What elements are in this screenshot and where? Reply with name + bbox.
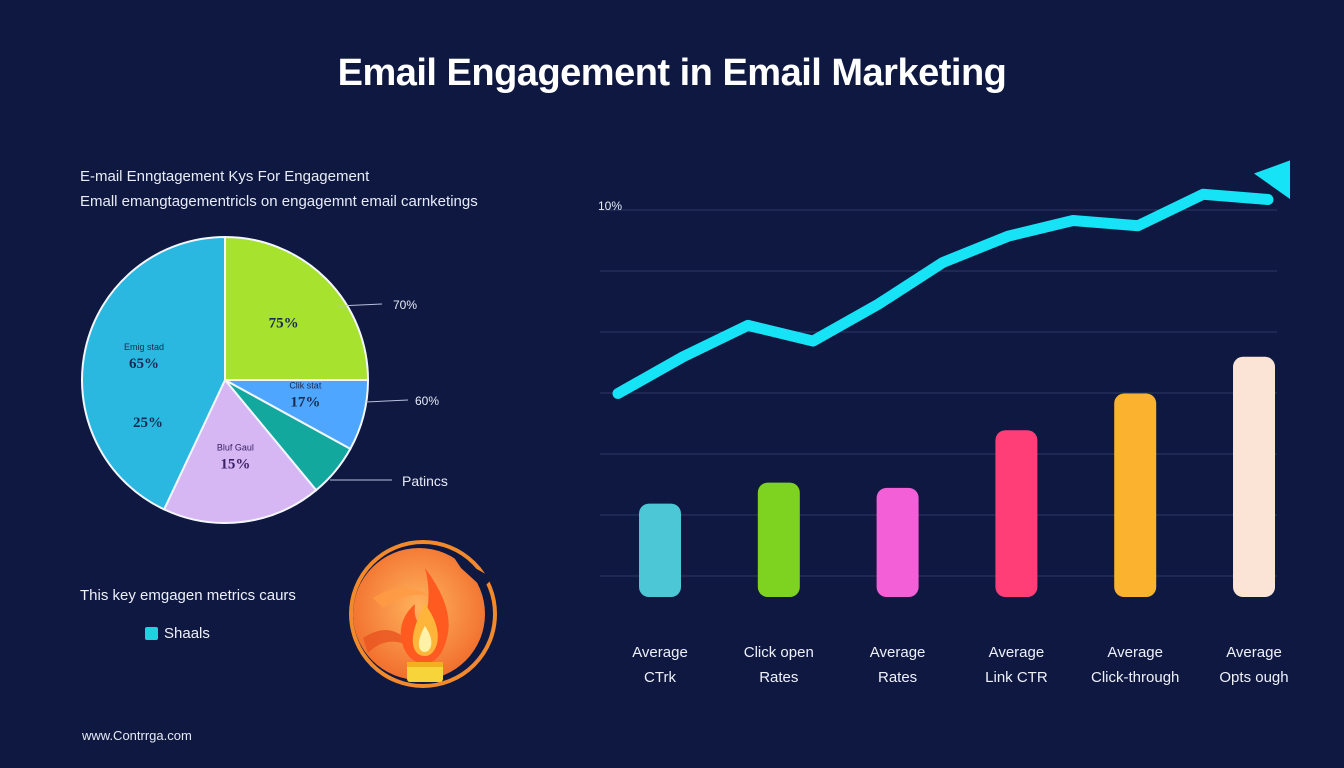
pie-chart: 75% Clik stat 17% Bluf Gaul 15% Emig stad 65% 2… [81, 235, 448, 524]
pie-inner-label: 25% [133, 415, 163, 431]
bar [876, 487, 919, 597]
callout-label: 60% [415, 394, 439, 408]
caption: This key emgagen metrics caurs [80, 587, 296, 604]
bar [1114, 393, 1157, 597]
callout-label: 70% [393, 298, 417, 312]
x-axis-label: Average Link CTR [951, 640, 1081, 690]
bar [1233, 356, 1276, 597]
x-axis-label-line: Rates [759, 669, 799, 686]
legend-label: Shaals [164, 625, 210, 642]
trend-line [612, 188, 1274, 399]
x-axis-label-line: Opts ough [1219, 669, 1289, 686]
x-axis-label: Average Click-through [1070, 640, 1200, 690]
pie-slice-name: Bluf Gaul [217, 442, 254, 452]
pie-slice-label: 17% [290, 395, 320, 411]
legend-swatch [145, 627, 158, 640]
footer-url: www.Contrrga.com [82, 728, 192, 743]
pie-slice-label: 65% [129, 356, 159, 372]
callout-line [337, 303, 383, 307]
x-axis-label-line: Click open [743, 644, 814, 661]
legend: Shaals [145, 625, 210, 642]
pie-slice [162, 378, 318, 524]
bar-line-chart: 10% [598, 160, 1290, 597]
pie-slice [224, 235, 370, 381]
callout-label: Patincs [402, 473, 448, 489]
pie-slice-name: Emig stad [124, 342, 164, 352]
x-axis-label: Click open Rates [714, 640, 844, 690]
y-tick-label: 10% [598, 199, 622, 213]
x-axis-label: Average Rates [833, 640, 963, 690]
x-axis-label-line: Average [632, 644, 688, 661]
x-axis-label-line: Average [1226, 644, 1282, 661]
bar [995, 430, 1038, 597]
x-axis-label-line: CTrk [644, 669, 676, 686]
x-axis-label-line: Link CTR [985, 669, 1048, 686]
pie-subtitle-line2: Emall emangtagementricls on engagemnt em… [80, 193, 478, 210]
bar [639, 503, 681, 597]
callout-line [365, 399, 409, 403]
flame-icon [349, 540, 497, 688]
x-axis-label-line: Average [1107, 644, 1163, 661]
pie-slice-name: Clik stat [289, 381, 322, 391]
pie-slice-label: 75% [269, 315, 299, 331]
x-axis-label-line: Rates [878, 669, 918, 686]
pie-slice [81, 235, 226, 511]
chart-title: Email Engagement in Email Marketing [337, 52, 1007, 94]
x-axis-label: Average Opts ough [1189, 640, 1319, 690]
pie-slice-label: 15% [220, 456, 250, 472]
bar [757, 482, 800, 597]
x-axis-label-line: Average [988, 644, 1045, 661]
trend-arrowhead [1254, 160, 1290, 200]
pie-subtitle-line1: E-mail Enngtagement Kys For Engagement [80, 168, 370, 185]
x-axis-label-line: Click-through [1091, 669, 1180, 686]
x-axis-label: Average CTrk [595, 640, 725, 690]
x-axis-label-line: Average [869, 644, 926, 661]
